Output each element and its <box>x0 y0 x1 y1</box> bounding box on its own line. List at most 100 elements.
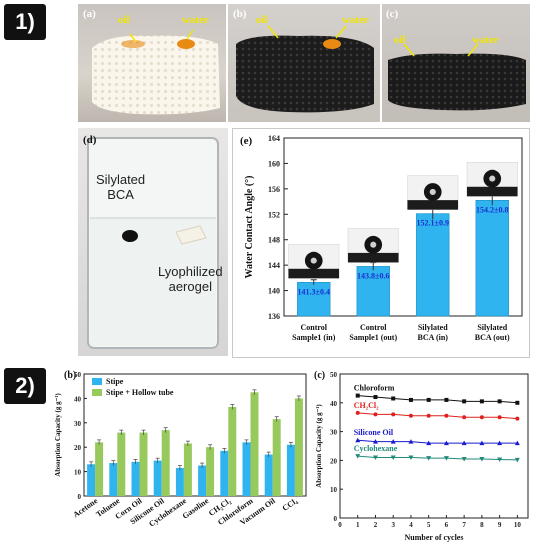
bar <box>117 432 126 496</box>
data-point <box>408 455 414 461</box>
x-category-label: Control <box>300 323 327 332</box>
data-point <box>408 413 413 418</box>
legend-swatch <box>92 389 102 396</box>
data-point <box>390 455 396 461</box>
data-point <box>514 440 520 446</box>
x-tick-label: 9 <box>498 521 502 529</box>
panel-d-lyophilized-label: Lyophilized aerogel <box>158 264 223 294</box>
data-point <box>444 413 449 418</box>
bar <box>250 392 259 496</box>
x-category-label: Silylated <box>418 323 448 332</box>
bar <box>220 450 229 496</box>
series-line <box>357 395 518 404</box>
chart-absorption-cycles: (c) 0 10 20 30 40 50 0 1 2 3 4 5 6 7 8 9 10 Number of cycl… <box>314 370 529 542</box>
data-point <box>497 415 502 420</box>
x-category-label: Sample1 (in) <box>292 333 336 342</box>
bar <box>131 461 140 496</box>
data-point <box>461 456 467 462</box>
bar <box>206 447 215 496</box>
x-tick-label: 1 <box>356 521 360 529</box>
y-tick-label: 156 <box>268 185 280 194</box>
x-category-label: CCl₄ <box>281 496 300 513</box>
series-label: Chloroform <box>354 384 395 393</box>
panel-b2-plot-frame <box>83 373 307 497</box>
droplet-highlight <box>310 257 317 264</box>
data-point <box>372 455 378 461</box>
sponge-white-illustration <box>92 29 220 115</box>
y-tick-label: 140 <box>268 287 280 296</box>
data-point <box>444 397 449 402</box>
panel-c2-plot-frame <box>339 373 529 519</box>
data-point <box>373 412 378 417</box>
y-tick-label: 160 <box>268 159 280 168</box>
panel-b-letter: (b) <box>233 8 247 20</box>
y-tick-label: 136 <box>268 312 280 321</box>
y-tick-label: 50 <box>74 371 82 379</box>
data-point <box>355 454 361 459</box>
bar <box>87 464 96 496</box>
panel-e-plot-frame <box>283 137 523 317</box>
x-tick-label: 2 <box>374 521 378 529</box>
data-point <box>391 396 396 401</box>
section-1-label: 1) <box>4 4 46 40</box>
panel-c-letter: (c) <box>386 8 399 20</box>
droplet-inset <box>407 175 459 210</box>
data-label: 152.1±0.9 <box>417 219 449 228</box>
photo-panel-b: (b) oil water <box>228 4 380 122</box>
panel-e-letter: (e) <box>240 135 253 147</box>
droplet-inset <box>466 162 518 197</box>
data-point <box>408 397 413 402</box>
y-tick-label: 10 <box>74 469 82 477</box>
panel-b-water-label: water <box>342 14 369 26</box>
section-2-label: 2) <box>4 368 46 404</box>
data-point <box>497 440 503 446</box>
data-label: 143.8±0.6 <box>357 271 389 280</box>
data-point <box>462 415 467 420</box>
panel-c-water-label: water <box>472 34 499 46</box>
panel-a-oil-label: oil <box>118 14 130 26</box>
data-point <box>390 439 396 444</box>
y-tick-label: 40 <box>74 395 82 403</box>
bar <box>264 454 273 496</box>
droplet-substrate <box>288 268 340 279</box>
sponge-black-water-illustration <box>388 43 526 111</box>
sponge-black-illustration <box>236 25 374 113</box>
droplet-substrate <box>466 186 518 197</box>
series-label: Silicone Oil <box>354 428 394 437</box>
bar <box>242 442 251 496</box>
y-tick-label: 20 <box>74 444 82 452</box>
data-point <box>515 400 520 405</box>
data-point <box>479 415 484 420</box>
series-line <box>357 439 518 444</box>
data-point <box>426 456 432 461</box>
series-line <box>357 455 518 461</box>
bar <box>161 430 170 496</box>
y-tick-label: 20 <box>330 457 338 465</box>
bar <box>109 463 118 496</box>
data-label: 154.2±0.8 <box>476 205 508 214</box>
chart-panel-e: (e) 136 140 144 148 152 156 160 164 Water Contact… <box>232 128 530 358</box>
y-tick-label: 50 <box>330 371 338 379</box>
droplet-highlight <box>429 188 436 196</box>
data-point <box>391 412 396 417</box>
x-tick-label: 6 <box>445 521 449 529</box>
y-axis-label: Absorption Capacity (g g⁻¹) <box>54 393 62 477</box>
panel-d-letter: (d) <box>83 134 97 146</box>
data-point <box>408 439 414 444</box>
panel-b2-letter: (b) <box>64 370 76 381</box>
y-axis-label: Water Contact Angle (°) <box>244 176 255 279</box>
droplet-highlight <box>370 241 377 248</box>
y-tick-label: 40 <box>330 400 338 408</box>
y-tick-label: 10 <box>330 486 338 494</box>
y-tick-label: 148 <box>268 236 280 245</box>
series-line <box>357 412 518 420</box>
y-tick-label: 30 <box>330 429 338 437</box>
x-tick-label: 10 <box>514 521 522 529</box>
data-point <box>355 393 360 398</box>
bar <box>356 266 390 317</box>
bar <box>153 460 162 496</box>
data-point <box>497 457 503 463</box>
y-axis-label: Absorption Capacity (g g⁻¹) <box>315 404 323 488</box>
bar <box>198 465 207 496</box>
x-category-label: Acetone <box>72 496 100 519</box>
